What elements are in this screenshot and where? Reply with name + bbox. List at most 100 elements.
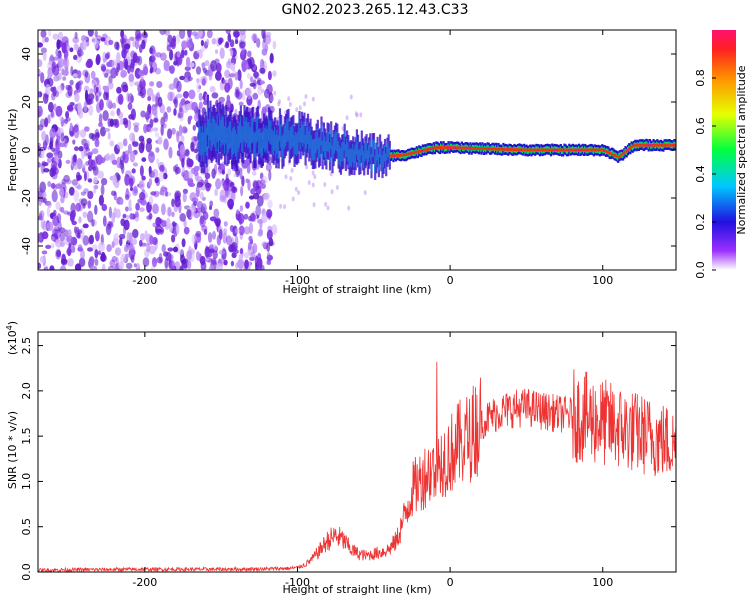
noise-blob: [47, 114, 51, 124]
band-cell: [526, 148, 529, 152]
band-cell: [308, 131, 311, 153]
noise-blob: [206, 69, 214, 77]
noise-blob: [63, 58, 68, 66]
band-cell: [411, 151, 415, 155]
band-cell: [617, 155, 620, 159]
noise-blob: [313, 174, 317, 180]
noise-blob: [133, 263, 137, 268]
noise-blob: [266, 209, 273, 219]
band-cell: [437, 146, 440, 150]
noise-blob: [82, 235, 90, 246]
spectrogram-panel: -200 -100 0 100 40 20 0 -20 -40 Height of strai…: [6, 29, 677, 296]
noise-blob: [69, 79, 74, 86]
band-cell: [368, 144, 371, 162]
band-cell: [285, 123, 288, 147]
band-cell: [233, 126, 236, 153]
band-cell: [272, 131, 275, 155]
noise-blob: [247, 50, 252, 58]
noise-blob: [265, 31, 272, 38]
noise-blob: [152, 222, 157, 228]
band-cell: [214, 119, 217, 148]
noise-blob: [67, 85, 73, 97]
noise-blob: [176, 80, 182, 93]
band-cell: [248, 122, 251, 148]
band-cell: [534, 148, 537, 152]
band-cell: [243, 115, 246, 142]
noise-blob: [224, 82, 231, 93]
band-cell: [639, 143, 642, 147]
noise-blob: [42, 162, 49, 167]
band-cell: [531, 148, 534, 152]
noise-blob: [82, 211, 88, 218]
band-cell: [523, 148, 526, 152]
band-cell: [647, 143, 650, 147]
band-cell: [637, 143, 640, 147]
noise-blob: [38, 145, 42, 157]
noise-blob: [249, 195, 255, 200]
band-cell: [398, 153, 401, 157]
noise-blob: [219, 47, 225, 60]
noise-blob: [182, 192, 187, 203]
noise-blob: [160, 124, 164, 136]
noise-blob: [83, 171, 87, 182]
noise-blob: [193, 210, 200, 219]
noise-blob: [265, 163, 272, 172]
band-cell: [466, 146, 470, 150]
noise-blob: [261, 30, 266, 40]
noise-blob: [241, 175, 245, 187]
noise-blob: [152, 203, 159, 215]
band-cell: [507, 147, 510, 151]
noise-blob: [213, 208, 220, 218]
band-cell: [210, 123, 213, 152]
noise-blob: [166, 44, 171, 52]
noise-blob: [76, 70, 82, 79]
noise-blob: [184, 128, 188, 133]
band-cell: [381, 155, 384, 172]
band-cell: [510, 148, 514, 151]
band-cell: [509, 148, 512, 151]
band-cell: [298, 120, 301, 143]
noise-blob: [163, 111, 168, 119]
band-cell: [293, 135, 296, 158]
noise-blob: [56, 213, 62, 224]
noise-blob: [226, 60, 232, 69]
noise-blob: [88, 132, 95, 140]
noise-blob: [251, 33, 258, 42]
band-cell: [462, 146, 465, 150]
noise-blob: [43, 168, 50, 173]
noise-blob: [156, 158, 160, 166]
noise-blob: [70, 245, 76, 253]
noise-blob: [94, 258, 99, 266]
band-cell: [596, 148, 599, 152]
chart-title: GN02.2023.265.12.43.C33: [281, 2, 469, 18]
noise-blob: [61, 42, 67, 54]
band-cell: [380, 148, 383, 165]
noise-blob: [195, 66, 202, 75]
band-cell: [514, 148, 517, 152]
band-cell: [370, 154, 373, 172]
band-cell: [433, 146, 437, 150]
band-cell: [244, 121, 247, 148]
band-cell: [238, 122, 241, 149]
noise-blob: [143, 123, 148, 134]
noise-blob: [100, 184, 105, 196]
noise-blob: [231, 252, 237, 259]
band-cell: [221, 115, 224, 143]
noise-blob: [158, 252, 163, 263]
noise-blob: [145, 141, 152, 153]
noise-blob: [185, 103, 193, 110]
band-cell: [623, 151, 626, 155]
band-cell: [668, 143, 671, 147]
noise-blob: [311, 182, 315, 188]
noise-blob: [153, 117, 159, 123]
band-cell: [547, 148, 550, 152]
noise-blob: [111, 255, 118, 263]
noise-blob: [139, 192, 146, 201]
band-cell: [459, 146, 462, 150]
noise-blob: [232, 225, 238, 237]
band-cell: [575, 148, 578, 152]
noise-blob: [268, 169, 272, 181]
noise-blob: [54, 229, 61, 240]
band-cell: [252, 117, 255, 143]
noise-blob: [154, 132, 160, 138]
